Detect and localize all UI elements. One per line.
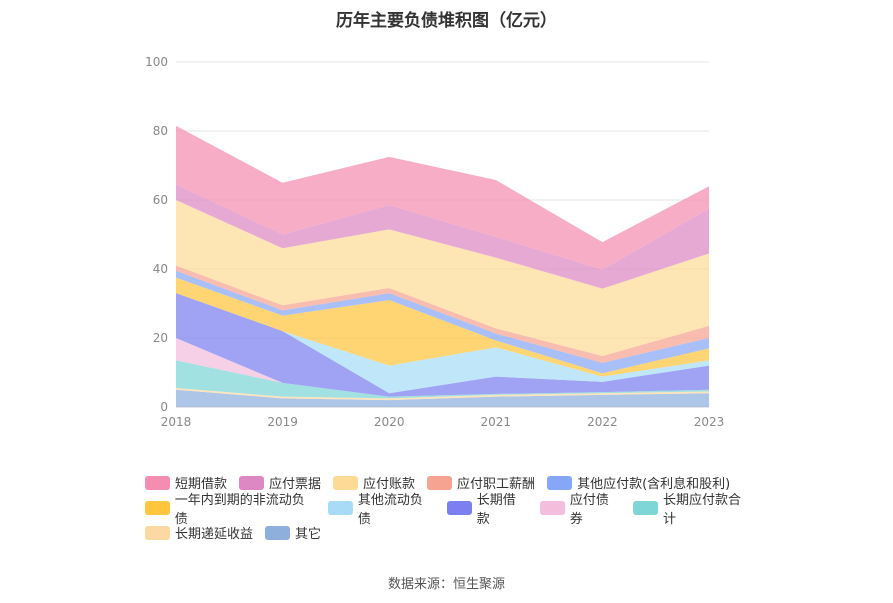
- y-tick-label: 20: [153, 331, 168, 345]
- legend-label: 其他流动负债: [357, 492, 423, 527]
- y-tick-label: 40: [153, 262, 168, 276]
- legend-row: 短期借款 应付票据 应付账款 应付职工薪酬 其他应付款(含利息和股利): [145, 470, 765, 495]
- legend-label: 长期借款: [476, 492, 516, 527]
- area-series-11: [176, 184, 709, 289]
- legend-item[interactable]: 长期借款: [447, 489, 528, 527]
- area-series-10: [176, 200, 709, 356]
- legend-item[interactable]: 其他流动负债: [328, 489, 435, 527]
- legend-item[interactable]: 长期递延收益: [145, 523, 253, 542]
- legend-swatch: [145, 475, 170, 490]
- y-tick-label: 100: [145, 55, 168, 69]
- legend-label: 短期借款: [175, 477, 228, 492]
- legend-item[interactable]: 应付票据: [239, 473, 321, 492]
- legend-swatch: [145, 500, 170, 515]
- legend-swatch: [633, 500, 659, 515]
- legend-swatch: [427, 475, 453, 490]
- x-tick-label: 2023: [694, 415, 725, 429]
- legend-item[interactable]: 其它: [265, 523, 321, 542]
- y-tick-label: 80: [153, 124, 168, 138]
- legend-label: 其它: [295, 527, 322, 542]
- chart-title: 历年主要负债堆积图（亿元）: [336, 11, 557, 31]
- legend: 短期借款 应付票据 应付账款 应付职工薪酬 其他应付款(含利息和股利) 一年内到期的非流动…: [145, 470, 765, 545]
- legend-swatch: [239, 475, 265, 490]
- legend-item[interactable]: 短期借款: [145, 473, 227, 492]
- legend-label: 应付票据: [269, 477, 322, 492]
- legend-item[interactable]: 长期应付款合计: [633, 489, 753, 527]
- legend-swatch: [145, 525, 170, 540]
- x-tick-label: 2022: [587, 415, 618, 429]
- area-series-12: [176, 125, 709, 270]
- data-source: 数据来源：恒生聚源: [387, 577, 505, 592]
- legend-label: 长期递延收益: [175, 527, 254, 542]
- legend-label: 应付账款: [363, 477, 416, 492]
- legend-item[interactable]: 应付债券: [540, 489, 621, 527]
- area-series-6: [176, 293, 709, 394]
- legend-swatch: [447, 500, 472, 515]
- stacked-area-chart: 0 20 40 60 80 100 2018 2019 2020 2021 2022 2023: [145, 55, 725, 429]
- legend-label: 一年内到期的非流动负债: [174, 492, 305, 527]
- legend-swatch: [547, 475, 573, 490]
- x-tick-label: 2018: [161, 415, 192, 429]
- x-tick-label: 2021: [481, 415, 512, 429]
- area-series-7: [176, 277, 709, 377]
- area-series-5: [176, 293, 709, 397]
- legend-item[interactable]: 应付账款: [333, 473, 415, 492]
- legend-item[interactable]: 一年内到期的非流动负债: [145, 489, 316, 527]
- legend-row: 一年内到期的非流动负债 其他流动负债 长期借款 应付债券 长期应付款合计: [145, 493, 765, 527]
- legend-swatch: [265, 525, 291, 540]
- legend-item[interactable]: 其他应付款(含利息和股利): [547, 473, 730, 492]
- y-tick-label: 0: [160, 400, 168, 414]
- legend-swatch: [328, 500, 353, 515]
- legend-label: 其他应付款(含利息和股利): [577, 477, 731, 492]
- legend-swatch: [540, 500, 565, 515]
- legend-label: 应付债券: [569, 492, 609, 527]
- legend-row: 长期递延收益 其它: [145, 520, 765, 545]
- legend-swatch: [333, 475, 359, 490]
- legend-label: 长期应付款合计: [663, 492, 742, 527]
- area-series-2: [176, 388, 709, 401]
- x-tick-label: 2019: [267, 415, 298, 429]
- y-tick-label: 60: [153, 193, 168, 207]
- x-tick-label: 2020: [374, 415, 405, 429]
- legend-item[interactable]: 应付职工薪酬: [427, 473, 535, 492]
- legend-label: 应付职工薪酬: [457, 477, 536, 492]
- area-series-3: [176, 360, 709, 399]
